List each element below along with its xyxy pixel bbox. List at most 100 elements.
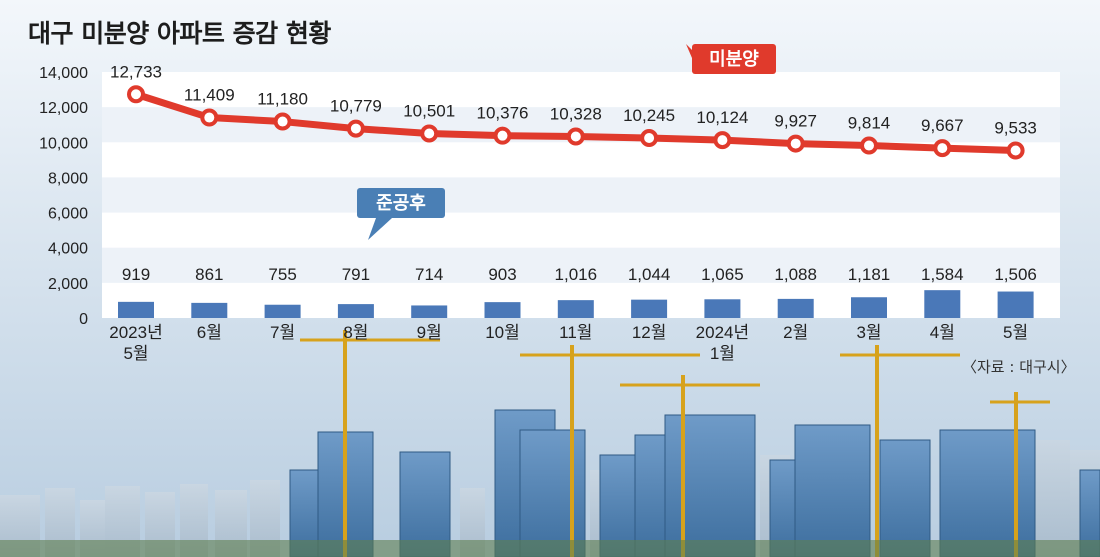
x-tick-label: 10월 [485, 323, 520, 342]
construction-building [879, 439, 931, 557]
y-tick-label: 14,000 [39, 65, 88, 82]
unsold-callout-label: 미분양 [709, 49, 759, 70]
unsold-line-labels: 12,733 11,409 11,180 10,779 10,501 10,376 10,3… [110, 62, 1037, 137]
completed-bar-value: 755 [268, 265, 296, 284]
x-tick-label: 5월 [1003, 323, 1028, 342]
completed-bar-value: 919 [122, 265, 150, 284]
construction-building [664, 414, 756, 557]
unsold-point-value: 10,501 [403, 101, 455, 120]
unsold-point [860, 136, 878, 155]
grid-bands [102, 72, 1060, 318]
completed-bar [337, 304, 374, 318]
unsold-point [713, 131, 732, 150]
grid-band-alt [102, 177, 1060, 213]
unsold-point-value: 9,814 [848, 114, 891, 133]
completed-bar-value: 1,065 [701, 265, 744, 284]
background-building [1030, 440, 1070, 557]
unsold-point-value: 9,533 [994, 118, 1037, 137]
unsold-line [127, 85, 1025, 160]
unsold-point [273, 112, 292, 131]
y-tick-label: 2,000 [48, 276, 88, 293]
completed-callout: 준공후 [357, 188, 445, 240]
unsold-point [566, 127, 585, 146]
unsold-point [127, 85, 145, 104]
completed-bar-value: 1,044 [628, 265, 671, 284]
completed-callout-pointer [368, 218, 392, 240]
grid-band [102, 72, 1060, 108]
completed-bar-value: 791 [342, 265, 370, 284]
completed-bar-labels: 919 861 755 791 714 903 1,016 1,044 1,065 1,088 1,… [122, 265, 1037, 284]
completed-callout-box [357, 188, 445, 218]
construction-building [519, 429, 586, 557]
completed-bar-value: 1,506 [994, 265, 1037, 284]
completed-bar [484, 302, 521, 318]
completed-bar [997, 291, 1034, 318]
grid-band [102, 212, 1060, 248]
construction-building [399, 451, 451, 557]
completed-bar [191, 302, 228, 318]
x-tick-label: 7월 [270, 323, 295, 342]
unsold-point-value: 11,409 [184, 86, 235, 105]
completed-bar-value: 714 [415, 265, 443, 284]
x-tick-label: 12월 [632, 323, 667, 342]
x-tick-label: 8월 [343, 323, 368, 342]
construction-building [794, 424, 871, 557]
grid-band-alt [102, 247, 1060, 283]
unsold-point-value: 12,733 [110, 62, 162, 81]
completed-bar-value: 1,181 [848, 265, 891, 284]
completed-callout-label: 준공후 [376, 193, 426, 214]
completed-bar [777, 298, 814, 318]
construction-building [1079, 469, 1100, 557]
unsold-point-value: 10,328 [550, 105, 602, 124]
unsold-point-value: 10,376 [477, 104, 529, 123]
unsold-point-value: 11,180 [257, 90, 308, 109]
y-tick-label: 6,000 [48, 206, 88, 223]
completed-bars [118, 290, 1034, 318]
x-tick-label: 4월 [930, 323, 955, 342]
y-tick-label: 0 [79, 311, 88, 328]
completed-bar [851, 297, 887, 318]
y-tick-label: 12,000 [39, 100, 88, 117]
x-tick-label: 2월 [783, 323, 808, 342]
unsold-point [1006, 141, 1025, 160]
x-tick-label: 6월 [197, 323, 222, 342]
chart-title: 대구 미분양 아파트 증감 현황 [28, 19, 331, 48]
unsold-point-value: 9,927 [774, 112, 817, 131]
completed-bar [704, 299, 741, 318]
completed-bar-value: 1,584 [921, 265, 964, 284]
completed-bar [557, 300, 594, 318]
unsold-point-value: 10,124 [696, 108, 748, 127]
unsold-point [933, 139, 952, 158]
completed-bar [631, 299, 668, 318]
completed-bar [924, 290, 961, 318]
unsold-point-value: 10,245 [623, 106, 675, 125]
unsold-point [420, 124, 439, 143]
unsold-point [786, 134, 805, 153]
y-tick-label: 10,000 [39, 135, 88, 152]
ground-strip [0, 540, 1100, 557]
unsold-point-value: 10,779 [330, 97, 382, 116]
completed-bar-value: 1,016 [555, 265, 598, 284]
completed-bar-value: 861 [195, 265, 223, 284]
y-tick-label: 4,000 [48, 241, 88, 258]
x-tick-label: 2024년 1월 [696, 323, 749, 363]
y-axis: 0 2,000 4,000 6,000 8,000 10,000 12,000 14,000 [39, 65, 88, 328]
x-tick-label: 11월 [559, 323, 592, 342]
x-axis: 2023년 5월 6월 7월 8월 9월 10월 11월 12월 2024년 1월 2월 3월 4월 5월 [109, 323, 1028, 363]
source-note: 〈자료 : 대구시〉 [962, 358, 1076, 376]
unsold-callout: 미분양 [686, 44, 776, 74]
x-tick-label: 3월 [856, 323, 881, 342]
unsold-point-value: 9,667 [921, 116, 964, 135]
unsold-point [200, 108, 219, 127]
city-skyline-illustration [0, 330, 1100, 557]
completed-bar [118, 301, 154, 318]
y-tick-label: 8,000 [48, 170, 88, 187]
unsold-callout-pointer [686, 44, 700, 58]
x-tick-label: 2023년 5월 [109, 323, 162, 363]
unsold-point [346, 119, 365, 138]
unsold-point [640, 128, 659, 147]
completed-bar-value: 903 [488, 265, 516, 284]
